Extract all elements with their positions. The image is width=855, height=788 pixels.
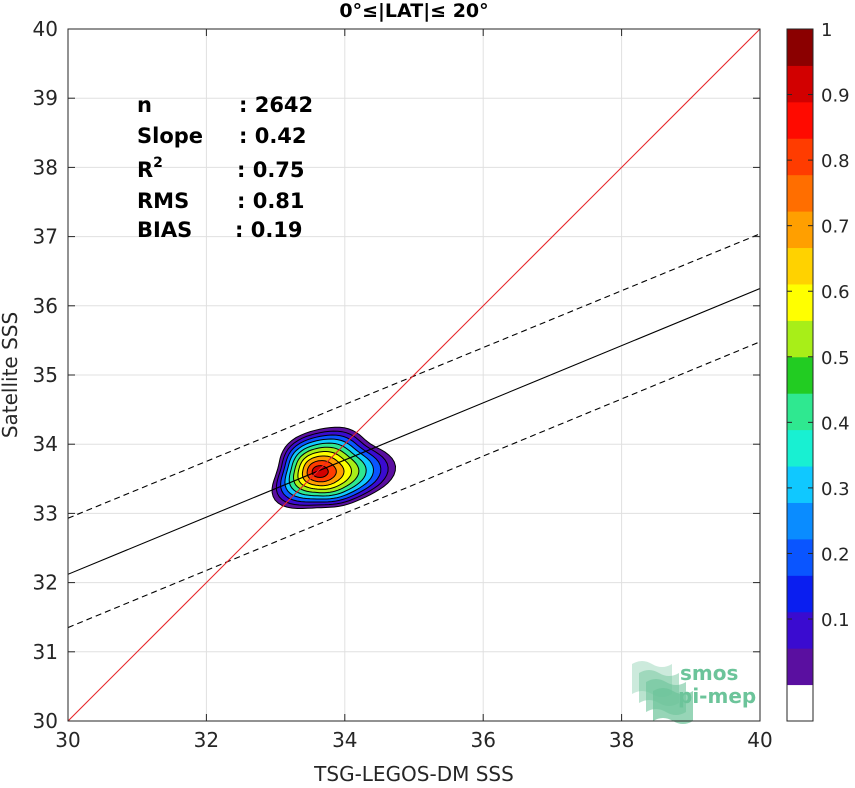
- x-tick-label: 36: [470, 728, 495, 752]
- y-tick-label: 37: [33, 225, 58, 249]
- colorbar-segment: [787, 502, 813, 540]
- lower-bound-line: [68, 341, 760, 629]
- x-axis-label: TSG-LEGOS-DM SSS: [313, 762, 514, 784]
- y-tick-label: 36: [33, 294, 58, 318]
- colorbar-segment: [787, 356, 813, 394]
- y-tick-label: 31: [33, 640, 58, 664]
- colorbar-segment: [787, 684, 813, 722]
- colorbar-segment: [787, 101, 813, 139]
- y-axis-label: Satellite SSS: [0, 312, 22, 438]
- colorbar-tick-label: 0.8: [821, 151, 850, 172]
- colorbar-segment: [787, 29, 813, 66]
- colorbar-tick-label: 0.1: [821, 610, 850, 631]
- regression-line: [68, 287, 760, 575]
- colorbar-tick-label: 0.2: [821, 544, 850, 565]
- x-tick-label: 30: [55, 728, 80, 752]
- colorbar-segment: [787, 283, 813, 321]
- stat-value: : 0.81: [237, 189, 305, 213]
- y-tick-label: 38: [33, 155, 58, 179]
- x-tick-label: 34: [332, 728, 357, 752]
- colorbar-segment: [787, 611, 813, 649]
- colorbar-tick-label: 0.3: [821, 479, 850, 500]
- y-tick-label: 40: [33, 17, 58, 41]
- stat-label: Slope: [137, 124, 203, 148]
- chart-title: 0°≤|LAT|≤ 20°: [339, 0, 488, 22]
- colorbar-tick-label: 0.9: [821, 86, 850, 107]
- y-tick-label: 34: [33, 432, 58, 456]
- y-tick-label: 35: [33, 363, 58, 387]
- colorbar-frame: [786, 28, 814, 722]
- logo-text-line2: pi-mep: [678, 684, 756, 708]
- colorbar-tick-label: 1: [821, 20, 832, 41]
- y-tick-label: 39: [33, 86, 58, 110]
- stat-label: n: [137, 93, 152, 117]
- logo-wave-mark: [653, 688, 693, 724]
- x-tick-label: 40: [747, 728, 772, 752]
- stat-value: : 2642: [239, 93, 313, 117]
- colorbar-segment: [787, 538, 813, 576]
- identity-line: [68, 29, 760, 721]
- colorbar-segment: [787, 65, 813, 103]
- colorbar: 0.1 0.2 0.3 0.4 0.5 0.6 0.7 0.8 0.9 1: [786, 20, 850, 722]
- colorbar-segment: [787, 429, 813, 467]
- stat-value: : 0.42: [239, 124, 307, 148]
- colorbar-tick-label: 0.7: [821, 217, 850, 238]
- colorbar-tick-label: 0.4: [821, 413, 850, 434]
- colorbar-segment: [787, 247, 813, 285]
- stat-label: BIAS: [137, 218, 192, 242]
- stat-value: : 0.75: [237, 158, 305, 182]
- colorbar-segment: [787, 211, 813, 249]
- logo-text-line1: smos: [680, 661, 738, 685]
- colorbar-tick-label: 0.6: [821, 282, 850, 303]
- x-tick-label: 38: [609, 728, 634, 752]
- stat-label: RMS: [137, 189, 189, 213]
- colorbar-segment: [787, 138, 813, 176]
- y-tick-label: 32: [33, 571, 58, 595]
- y-tick-label: 33: [33, 501, 58, 525]
- stat-value: : 0.19: [235, 218, 303, 242]
- upper-bound-line: [68, 233, 760, 519]
- x-tick-label: 32: [194, 728, 219, 752]
- colorbar-segment: [787, 466, 813, 503]
- colorbar-segment: [787, 393, 813, 431]
- colorbar-segment: [787, 174, 813, 212]
- y-tick-label: 30: [33, 709, 58, 733]
- colorbar-tick-label: 0.5: [821, 348, 850, 369]
- colorbar-segment: [787, 575, 813, 613]
- colorbar-segment: [787, 320, 813, 358]
- colorbar-segment: [787, 648, 813, 686]
